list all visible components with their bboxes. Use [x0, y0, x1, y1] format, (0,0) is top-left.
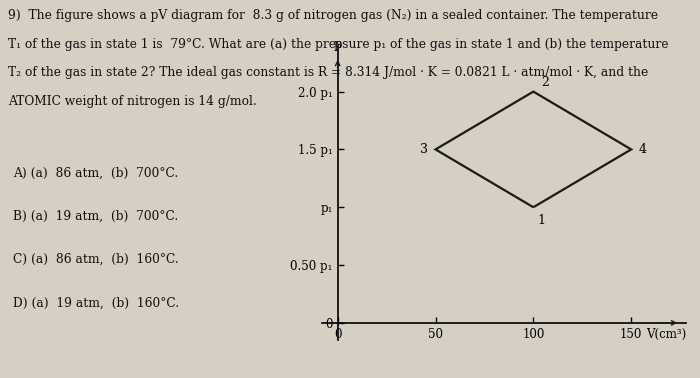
Text: T₁ of the gas in state 1 is  79°C. What are (a) the pressure p₁ of the gas in st: T₁ of the gas in state 1 is 79°C. What a…: [8, 38, 669, 51]
Text: C) (a)  86 atm,  (b)  160°C.: C) (a) 86 atm, (b) 160°C.: [13, 253, 178, 266]
Text: 1: 1: [538, 214, 545, 227]
Text: p: p: [333, 38, 342, 51]
Text: ATOMIC weight of nitrogen is 14 g/mol.: ATOMIC weight of nitrogen is 14 g/mol.: [8, 94, 257, 107]
Text: A) (a)  86 atm,  (b)  700°C.: A) (a) 86 atm, (b) 700°C.: [13, 166, 178, 179]
Text: 4: 4: [639, 143, 647, 156]
Text: 2: 2: [541, 76, 549, 89]
Text: 3: 3: [420, 143, 428, 156]
Text: B) (a)  19 atm,  (b)  700°C.: B) (a) 19 atm, (b) 700°C.: [13, 210, 178, 223]
Text: D) (a)  19 atm,  (b)  160°C.: D) (a) 19 atm, (b) 160°C.: [13, 297, 178, 310]
Text: 9)  The figure shows a pV diagram for  8.3 g of nitrogen gas (N₂) in a sealed co: 9) The figure shows a pV diagram for 8.3…: [8, 9, 659, 22]
Text: T₂ of the gas in state 2? The ideal gas constant is R = 8.314 J/mol · K = 0.0821: T₂ of the gas in state 2? The ideal gas …: [8, 66, 649, 79]
Text: V(cm³): V(cm³): [645, 327, 686, 341]
